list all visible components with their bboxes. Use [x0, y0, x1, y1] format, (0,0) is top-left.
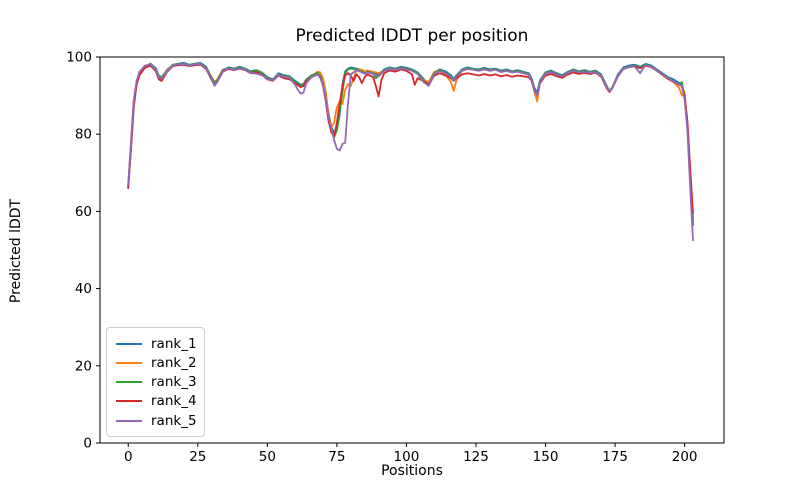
legend-item-rank_1: rank_1 [116, 334, 197, 353]
legend-item-rank_4: rank_4 [116, 392, 197, 411]
x-tick-label: 200 [672, 449, 698, 465]
legend-line-swatch [116, 419, 142, 422]
plot-line-rank_1 [127, 61, 694, 226]
legend-label: rank_5 [151, 412, 197, 429]
y-tick-label: 100 [66, 50, 92, 66]
legend-item-rank_3: rank_3 [116, 373, 197, 392]
x-tick-label: 175 [602, 449, 628, 465]
legend-item-rank_5: rank_5 [116, 411, 197, 430]
y-tick-label: 60 [75, 204, 92, 220]
plot-line-rank_4 [127, 63, 694, 215]
legend-line-swatch [116, 342, 142, 345]
x-tick-label: 150 [533, 449, 559, 465]
legend-label: rank_1 [151, 335, 197, 352]
x-tick-label: 125 [463, 449, 489, 465]
x-tick-label: 75 [328, 449, 345, 465]
x-tick-label: 0 [124, 449, 133, 465]
legend-label: rank_2 [151, 354, 197, 371]
x-tick-label: 100 [394, 449, 420, 465]
legend-label: rank_3 [151, 374, 197, 390]
x-tick-label: 50 [259, 449, 276, 465]
chart-title: Predicted lDDT per position [295, 26, 529, 46]
y-tick-label: 80 [75, 127, 92, 143]
plot-line-rank_5 [127, 63, 694, 242]
y-tick-label: 0 [83, 436, 92, 452]
legend-item-rank_2: rank_2 [116, 353, 197, 372]
legend-line-swatch [116, 381, 142, 383]
axes-spines [99, 56, 725, 444]
legend-label: rank_4 [151, 393, 197, 410]
y-tick-label: 20 [75, 358, 92, 374]
x-tick-label: 25 [189, 449, 206, 465]
legend-line-swatch [116, 361, 142, 364]
legend-line-swatch [116, 400, 142, 403]
legend: rank_1 rank_2 rank_3 rank_4 rank_5 [106, 327, 205, 437]
x-axis-label: Positions [381, 463, 443, 479]
y-tick-label: 40 [75, 281, 92, 297]
